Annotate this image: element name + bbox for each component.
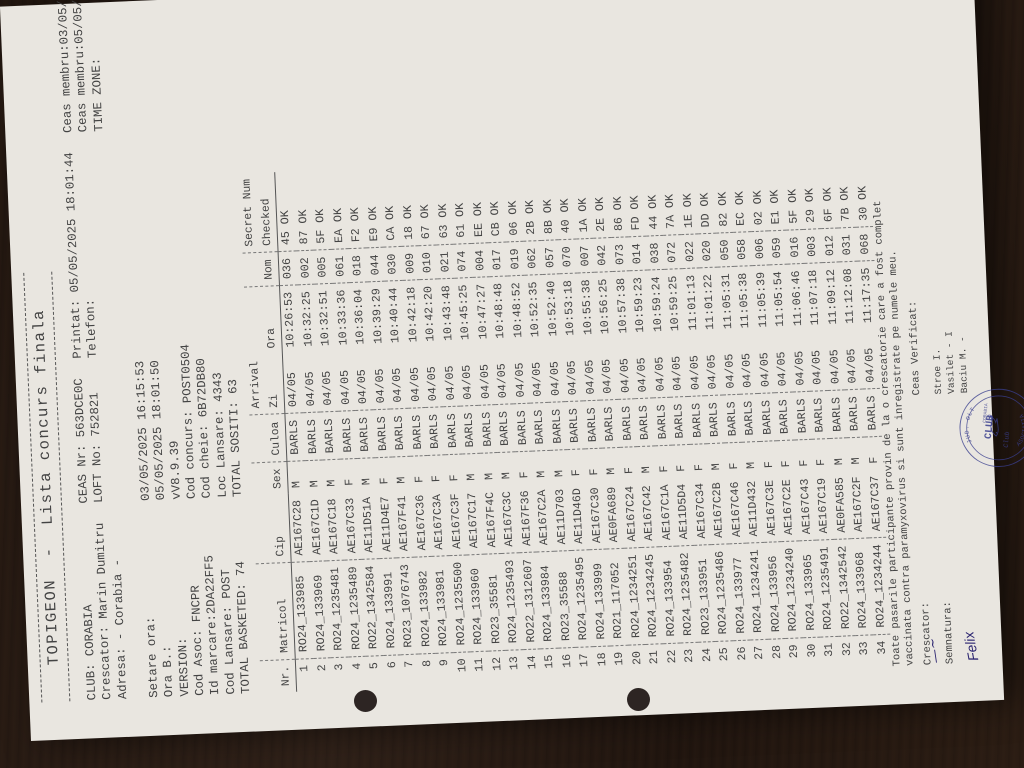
svg-text:ASOCIATIA: ASOCIATIA	[1015, 412, 1024, 448]
svg-text:Club: Club	[1003, 431, 1013, 448]
